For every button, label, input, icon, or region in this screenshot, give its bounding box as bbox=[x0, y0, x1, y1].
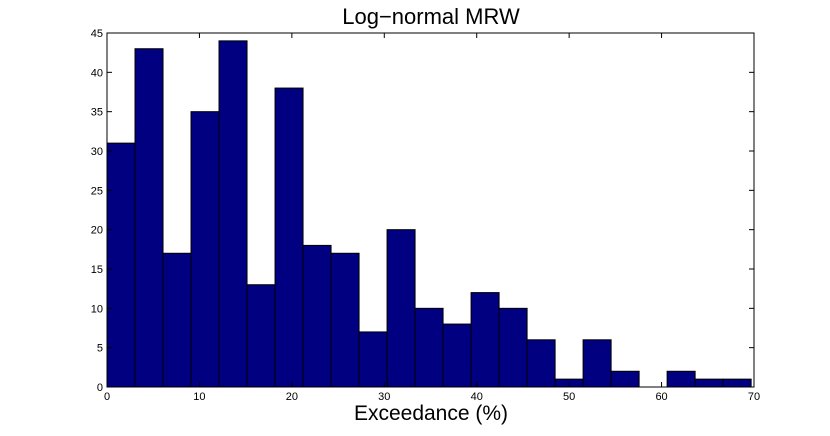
bars-group bbox=[106, 40, 752, 388]
histogram-bar bbox=[414, 307, 444, 388]
histogram-bar bbox=[134, 48, 164, 388]
y-tick-label: 10 bbox=[91, 303, 103, 315]
histogram-bar bbox=[666, 370, 696, 388]
histogram-bar bbox=[162, 252, 192, 388]
histogram-bar bbox=[610, 370, 640, 388]
histogram-bar bbox=[498, 307, 528, 388]
x-tick-label: 0 bbox=[104, 391, 110, 403]
histogram-bar bbox=[330, 252, 360, 388]
histogram-bar bbox=[218, 40, 248, 388]
plot-frame bbox=[106, 32, 755, 388]
ticks-group: 0 10 20 30 40 50 60 70 0 5 10 15 20 25 30 35 40 45 bbox=[91, 28, 760, 403]
histogram-bar bbox=[470, 292, 500, 388]
histogram-bar bbox=[302, 244, 332, 388]
histogram-bar bbox=[386, 229, 416, 388]
y-tick-label: 40 bbox=[91, 67, 103, 79]
y-tick-label: 30 bbox=[91, 146, 103, 158]
histogram-bar bbox=[246, 284, 276, 388]
histogram-bar bbox=[722, 378, 752, 388]
histogram-bar bbox=[274, 87, 304, 388]
x-tick-label: 30 bbox=[378, 391, 390, 403]
x-tick-label: 10 bbox=[193, 391, 205, 403]
x-tick-label: 70 bbox=[748, 391, 760, 403]
histogram-bar bbox=[442, 323, 472, 388]
y-tick-label: 15 bbox=[91, 264, 103, 276]
histogram-bar bbox=[358, 331, 388, 388]
histogram-bar bbox=[694, 378, 724, 388]
chart-title: Log−normal MRW bbox=[342, 4, 520, 29]
x-tick-label: 60 bbox=[655, 391, 667, 403]
x-tick-label: 50 bbox=[563, 391, 575, 403]
x-axis-label: Exceedance (%) bbox=[354, 402, 508, 425]
y-tick-label: 45 bbox=[91, 28, 103, 40]
x-tick-label: 40 bbox=[471, 391, 483, 403]
x-tick-label: 20 bbox=[286, 391, 298, 403]
y-tick-label: 5 bbox=[97, 343, 103, 355]
y-tick-label: 0 bbox=[97, 382, 103, 394]
y-tick-label: 20 bbox=[91, 225, 103, 237]
histogram-bar bbox=[190, 111, 220, 388]
histogram-bar bbox=[582, 339, 612, 388]
y-tick-label: 25 bbox=[91, 185, 103, 197]
y-tick-label: 35 bbox=[91, 107, 103, 119]
histogram-bar bbox=[106, 142, 136, 388]
histogram-bar bbox=[526, 339, 556, 388]
